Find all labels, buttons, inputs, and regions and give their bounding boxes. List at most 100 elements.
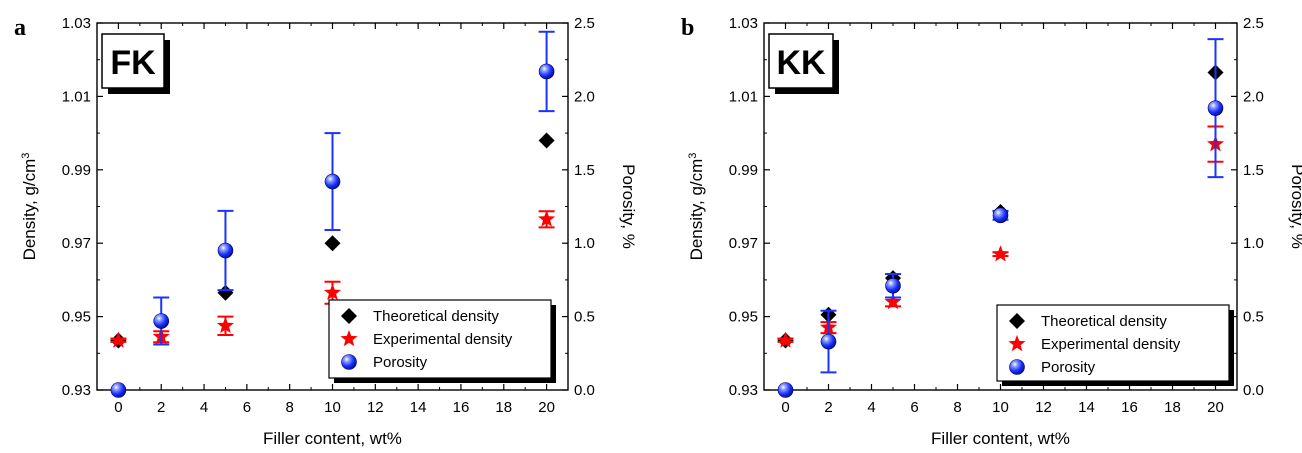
- x-tick-label: 2: [824, 399, 832, 416]
- x-tick-label: 6: [243, 399, 251, 416]
- y-tick-label: 0.99: [729, 162, 758, 179]
- x-tick-label: 2: [157, 399, 165, 416]
- y-tick-label: 0.93: [62, 382, 91, 399]
- chart-panel-kk: 0 2 4 6 8 10 12 14 16 18 20 0.93 0.95 0.97 0.99 1.01 1.0…: [681, 15, 1302, 448]
- data-point: [884, 292, 902, 310]
- y-tick-label: 1.01: [729, 88, 758, 105]
- y-axis-title: Density, g/cm3: [20, 153, 39, 261]
- data-point: [538, 132, 555, 149]
- legend-marker: [341, 354, 357, 370]
- x-tick-label: 14: [1078, 399, 1095, 416]
- x-tick-label: 18: [1164, 399, 1181, 416]
- series-porosity: [777, 38, 1224, 398]
- y2-tick-label: 0.0: [1243, 382, 1264, 399]
- data-point: [153, 313, 170, 329]
- y2-tick-label: 1.0: [1243, 235, 1264, 252]
- legend-marker: [1008, 335, 1026, 352]
- y2-axis-title: Porosity, %: [1288, 164, 1302, 249]
- legend-label: Porosity: [1041, 359, 1096, 376]
- data-point: [324, 173, 341, 190]
- y2-tick-label: 2.5: [574, 15, 595, 32]
- x-tick-label: 8: [953, 399, 961, 416]
- data-point: [110, 382, 127, 398]
- y-tick-label: 0.97: [62, 235, 91, 252]
- panel-letter: a: [14, 15, 26, 41]
- y-tick-label: 1.03: [62, 15, 91, 32]
- data-point: [776, 331, 795, 348]
- legend-label: Experimental density: [1041, 336, 1181, 353]
- legend-marker: [340, 330, 358, 347]
- chart-panel-fk: 0 2 4 6 8 10 12 14 16 18 20 0.93 0.95 0.97 0.99 1.01 1.0…: [14, 15, 638, 448]
- data-point: [1207, 100, 1224, 116]
- y2-tick-label: 2.5: [1243, 15, 1264, 32]
- x-tick-label: 10: [324, 399, 341, 416]
- y-axis-title-superscript: 3: [687, 153, 699, 159]
- x-tick-label: 0: [781, 399, 789, 416]
- legend-label: Theoretical density: [373, 308, 499, 325]
- legend-label: Theoretical density: [1041, 313, 1167, 330]
- y-axis-title-text: Density, g/cm: [20, 159, 39, 261]
- y-tick-label: 0.95: [729, 309, 758, 326]
- y-tick-label: 0.95: [62, 309, 91, 326]
- x-tick-label: 6: [910, 399, 918, 416]
- y2-tick-label: 0.0: [574, 382, 595, 399]
- data-point: [538, 63, 555, 80]
- data-point: [820, 333, 837, 350]
- sample-tag: KK: [776, 44, 826, 82]
- legend-marker: [1009, 359, 1025, 375]
- y2-tick-label: 0.5: [574, 309, 595, 326]
- sample-tag: FK: [110, 44, 156, 82]
- data-point: [991, 245, 1010, 262]
- data-point: [324, 235, 341, 252]
- x-tick-label: 4: [200, 399, 208, 416]
- legend-marker: [1009, 313, 1025, 329]
- y2-tick-label: 0.5: [1243, 309, 1264, 326]
- y-tick-label: 0.99: [62, 162, 91, 179]
- x-axis-title: Filler content, wt%: [263, 429, 402, 448]
- y2-tick-label: 2.0: [574, 88, 595, 105]
- y2-tick-label: 1.5: [574, 162, 595, 179]
- y2-tick-label: 2.0: [1243, 88, 1264, 105]
- x-tick-label: 4: [867, 399, 875, 416]
- data-point: [777, 382, 794, 398]
- data-point: [109, 331, 127, 348]
- data-point: [323, 283, 342, 301]
- tag-box: [101, 33, 165, 89]
- x-tick-label: 12: [367, 399, 384, 416]
- data-point: [885, 277, 901, 294]
- legend-marker: [341, 308, 357, 324]
- data-point: [538, 210, 556, 227]
- x-tick-label: 12: [1035, 399, 1052, 416]
- y-axis-title-superscript: 3: [20, 153, 32, 159]
- series-porosity: [110, 30, 555, 398]
- y-axis-title-text: Density, g/cm: [687, 159, 706, 261]
- y-tick-label: 0.93: [729, 382, 758, 399]
- data-point: [217, 284, 234, 301]
- x-tick-label: 20: [1207, 399, 1224, 416]
- y-tick-label: 0.97: [729, 235, 758, 252]
- panel-letter: b: [681, 15, 694, 41]
- x-tick-label: 14: [410, 399, 427, 416]
- x-axis-title: Filler content, wt%: [931, 429, 1070, 448]
- x-tick-label: 16: [1121, 399, 1138, 416]
- data-point: [216, 316, 235, 334]
- y-tick-label: 1.03: [729, 15, 758, 32]
- tag-box: [768, 33, 834, 89]
- y-axis-title: Density, g/cm3: [687, 153, 706, 261]
- data-point: [217, 242, 234, 259]
- data-point: [992, 207, 1009, 224]
- y2-tick-label: 1.5: [1243, 162, 1264, 179]
- x-tick-label: 10: [992, 399, 1009, 416]
- y2-tick-label: 1.0: [574, 235, 595, 252]
- x-tick-label: 20: [538, 399, 555, 416]
- y2-axis-title: Porosity, %: [619, 164, 638, 249]
- legend-box: [328, 299, 552, 379]
- y-tick-label: 1.01: [62, 88, 91, 105]
- x-tick-label: 16: [453, 399, 470, 416]
- legend-box: [996, 304, 1230, 382]
- x-tick-label: 8: [286, 399, 294, 416]
- x-tick-label: 0: [114, 399, 122, 416]
- legend-label: Experimental density: [373, 331, 513, 348]
- x-tick-label: 18: [495, 399, 512, 416]
